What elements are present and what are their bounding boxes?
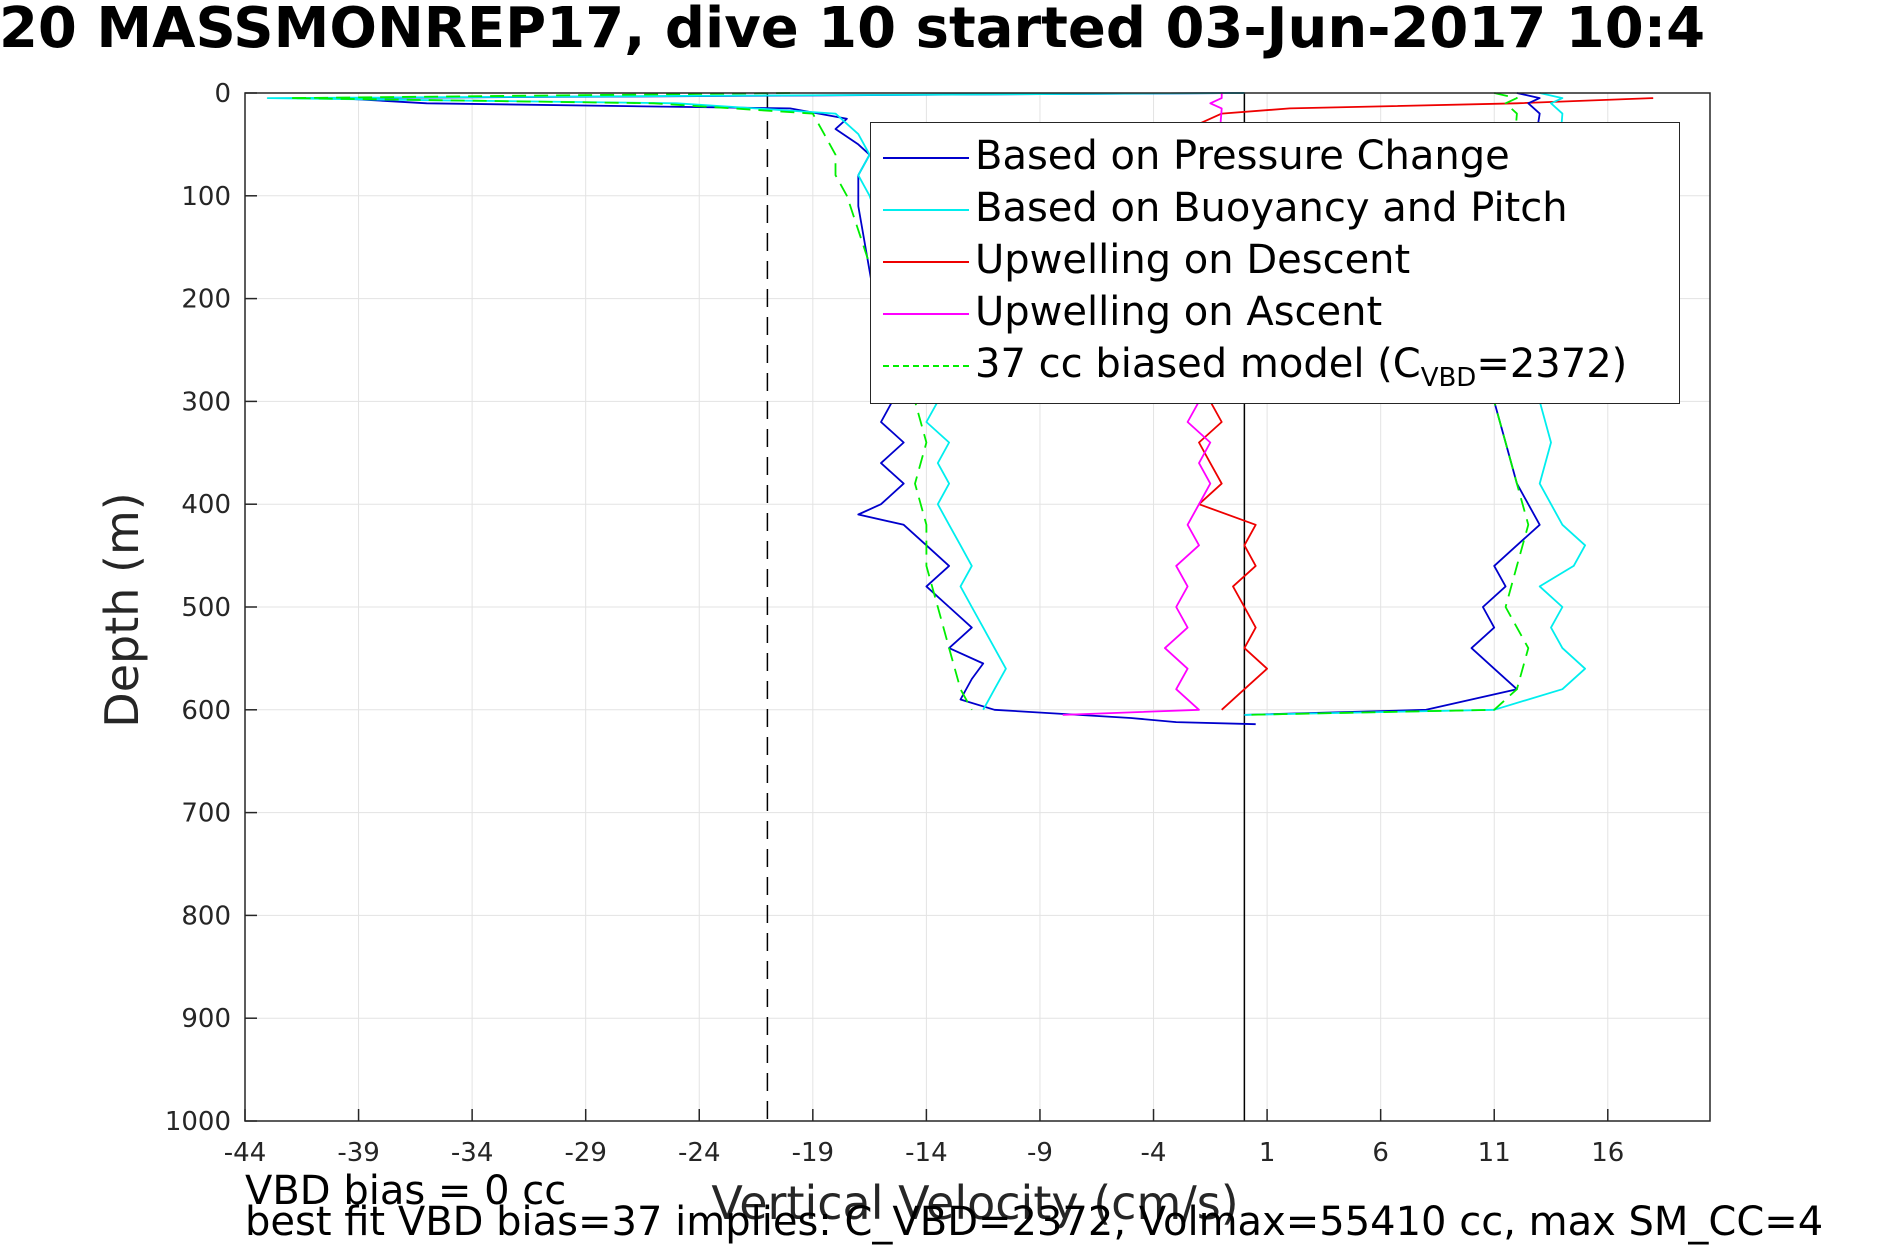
y-tick-label: 900 [181, 1004, 231, 1034]
y-tick-label: 600 [181, 696, 231, 726]
best-fit-note: best fit VBD bias=37 implies: C_VBD=2372… [245, 1199, 1824, 1245]
series-line-0 [334, 92, 1256, 726]
axes-box [244, 92, 1711, 1122]
legend-label: 37 cc biased model (CVBD=2372) [975, 341, 1628, 393]
y-tick-label: 100 [181, 182, 231, 212]
y-tick-label: 0 [214, 79, 231, 109]
y-tick-label: 300 [181, 387, 231, 417]
y-tick-label: 800 [181, 901, 231, 931]
y-tick-label: 200 [181, 285, 231, 315]
x-tick-label: 1 [1259, 1138, 1276, 1168]
x-tick-label: 11 [1478, 1138, 1511, 1168]
x-tick-label: -24 [678, 1138, 720, 1168]
y-tick-label: 700 [181, 799, 231, 829]
y-tick-label: 500 [181, 593, 231, 623]
x-tick-label: -9 [1027, 1138, 1053, 1168]
ascent-series-line-1 [1244, 92, 1586, 716]
y-tick-label: 400 [181, 490, 231, 520]
y-axis-label: Depth (m) [95, 492, 149, 728]
x-tick-label: -34 [451, 1138, 493, 1168]
x-tick-label: -44 [224, 1138, 266, 1168]
legend-swatch [883, 157, 969, 159]
y-tick-labels: 0 100 200 300 400 500 600 700 800 900 1000 [165, 79, 231, 1137]
series-line-1 [266, 92, 1245, 711]
chart-title: 620 MASSMONREP17, dive 10 started 03-Jun… [0, 0, 1706, 61]
legend-item-upwelling-ascent: Upwelling on Ascent [871, 287, 1679, 339]
legend-swatch [883, 261, 969, 263]
legend-item-pressure-change: Based on Pressure Change [871, 131, 1679, 183]
axes [244, 92, 1711, 1122]
x-tick-label: -39 [337, 1138, 379, 1168]
x-tick-label: 16 [1591, 1138, 1624, 1168]
ascent-series-line-2 [1244, 92, 1530, 716]
x-tick-label: 6 [1372, 1138, 1389, 1168]
x-tick-label: -29 [564, 1138, 606, 1168]
x-axis-label: Vertical Velocity (cm/s) [711, 1176, 1239, 1230]
legend-label: Based on Buoyancy and Pitch [975, 185, 1568, 231]
x-tick-label: -14 [905, 1138, 947, 1168]
legend-swatch [883, 209, 969, 211]
x-tick-label: -4 [1141, 1138, 1167, 1168]
legend-label: Upwelling on Descent [975, 237, 1411, 283]
legend-swatch [883, 365, 969, 367]
legend: Based on Pressure Change Based on Buoyan… [870, 122, 1680, 404]
legend-item-biased-model: 37 cc biased model (CVBD=2372) [871, 339, 1679, 393]
legend-swatch [883, 313, 969, 315]
y-tick-label: 1000 [165, 1107, 231, 1137]
x-tick-labels: -44 -39 -34 -29 -24 -19 -14 -9 -4 1 6 11 16 [224, 1138, 1625, 1168]
legend-label: Based on Pressure Change [975, 133, 1510, 179]
vbd-bias-note: VBD bias = 0 cc [245, 1168, 567, 1214]
legend-label: Upwelling on Ascent [975, 289, 1383, 335]
ascent-series-line-0 [1244, 92, 1541, 716]
x-tick-label: -19 [792, 1138, 834, 1168]
legend-item-upwelling-descent: Upwelling on Descent [871, 235, 1679, 287]
legend-item-buoyancy-pitch: Based on Buoyancy and Pitch [871, 183, 1679, 235]
